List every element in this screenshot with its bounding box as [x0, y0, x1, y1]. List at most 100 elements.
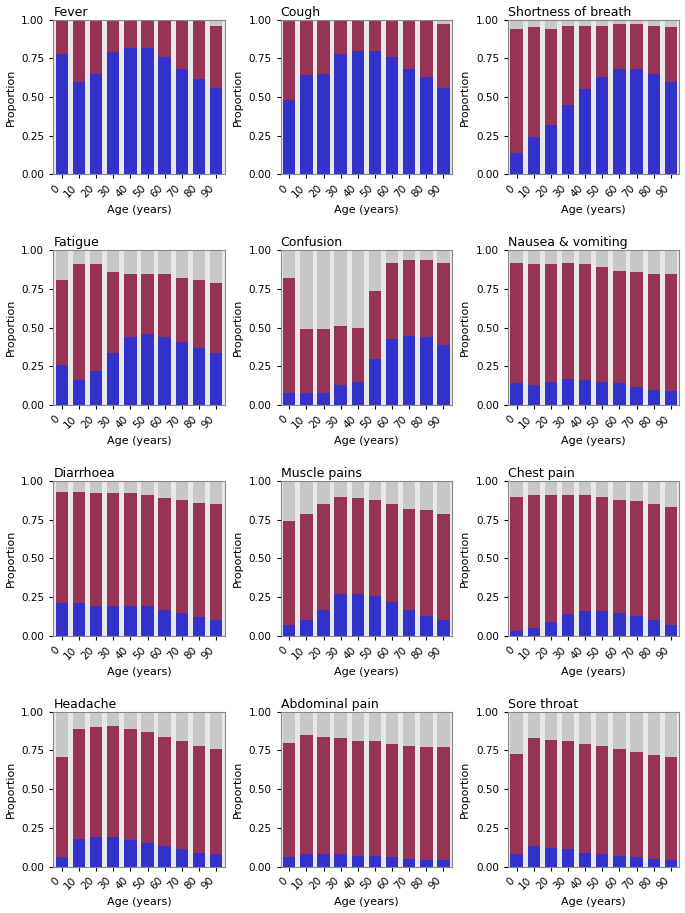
- Bar: [386, 602, 398, 635]
- Bar: [158, 737, 171, 846]
- Bar: [107, 250, 119, 272]
- Bar: [210, 481, 222, 504]
- Bar: [124, 21, 136, 47]
- Bar: [192, 617, 205, 635]
- Bar: [596, 497, 608, 611]
- Bar: [334, 54, 347, 174]
- Bar: [55, 279, 68, 365]
- Bar: [386, 744, 398, 857]
- Bar: [437, 481, 449, 514]
- Y-axis label: Proportion: Proportion: [5, 761, 16, 818]
- Bar: [437, 712, 449, 748]
- Bar: [73, 729, 85, 839]
- Bar: [545, 265, 557, 382]
- X-axis label: Age (years): Age (years): [334, 897, 399, 908]
- Y-axis label: Proportion: Proportion: [233, 530, 243, 587]
- Bar: [107, 606, 119, 635]
- X-axis label: Age (years): Age (years): [334, 436, 399, 446]
- Bar: [107, 493, 119, 606]
- Text: Headache: Headache: [53, 698, 116, 710]
- Bar: [73, 265, 85, 381]
- Bar: [510, 481, 523, 497]
- Bar: [158, 20, 171, 21]
- Bar: [73, 81, 85, 174]
- Bar: [647, 390, 660, 405]
- Bar: [664, 860, 677, 866]
- Bar: [283, 21, 295, 100]
- Bar: [141, 47, 153, 174]
- Bar: [596, 481, 608, 497]
- Bar: [175, 69, 188, 174]
- Bar: [317, 610, 329, 635]
- Bar: [613, 250, 625, 270]
- Bar: [630, 481, 643, 501]
- Text: Sore throat: Sore throat: [508, 698, 578, 710]
- Bar: [596, 855, 608, 866]
- Bar: [73, 492, 85, 603]
- Bar: [55, 481, 68, 492]
- Bar: [664, 712, 677, 757]
- Bar: [90, 837, 102, 866]
- Bar: [158, 337, 171, 405]
- Bar: [437, 620, 449, 635]
- Bar: [210, 20, 222, 26]
- Bar: [562, 849, 574, 866]
- Bar: [437, 263, 449, 345]
- Bar: [510, 383, 523, 405]
- Bar: [334, 250, 347, 326]
- Bar: [141, 334, 153, 405]
- Bar: [630, 386, 643, 405]
- Bar: [369, 50, 381, 174]
- Bar: [562, 20, 574, 26]
- Bar: [210, 504, 222, 620]
- Bar: [579, 250, 591, 265]
- Bar: [386, 20, 398, 21]
- Bar: [613, 749, 625, 855]
- Bar: [300, 20, 312, 21]
- Bar: [317, 855, 329, 866]
- Bar: [664, 392, 677, 405]
- Bar: [351, 382, 364, 405]
- Bar: [527, 385, 540, 405]
- Bar: [403, 859, 415, 866]
- Bar: [403, 20, 415, 21]
- Bar: [510, 631, 523, 635]
- Bar: [510, 855, 523, 866]
- Bar: [369, 20, 381, 21]
- Bar: [664, 481, 677, 508]
- Y-axis label: Proportion: Proportion: [233, 761, 243, 818]
- Bar: [283, 857, 295, 866]
- Bar: [562, 712, 574, 741]
- Bar: [175, 250, 188, 278]
- Bar: [613, 270, 625, 383]
- Bar: [210, 26, 222, 88]
- Bar: [158, 250, 171, 274]
- Bar: [300, 481, 312, 514]
- Bar: [510, 20, 523, 29]
- Bar: [124, 250, 136, 274]
- Bar: [55, 757, 68, 857]
- Bar: [420, 510, 432, 615]
- Bar: [437, 88, 449, 174]
- Bar: [317, 481, 329, 504]
- Bar: [210, 620, 222, 635]
- Bar: [175, 499, 188, 613]
- Bar: [647, 620, 660, 635]
- Bar: [90, 712, 102, 728]
- Bar: [210, 712, 222, 749]
- Bar: [630, 857, 643, 866]
- Bar: [283, 250, 295, 278]
- Bar: [579, 381, 591, 405]
- Bar: [158, 57, 171, 174]
- Bar: [562, 495, 574, 614]
- Bar: [351, 498, 364, 594]
- Bar: [579, 495, 591, 611]
- Bar: [283, 625, 295, 635]
- Bar: [334, 712, 347, 738]
- Bar: [579, 89, 591, 174]
- Bar: [647, 712, 660, 755]
- Bar: [630, 712, 643, 752]
- Bar: [613, 855, 625, 866]
- Bar: [369, 290, 381, 359]
- Bar: [158, 610, 171, 635]
